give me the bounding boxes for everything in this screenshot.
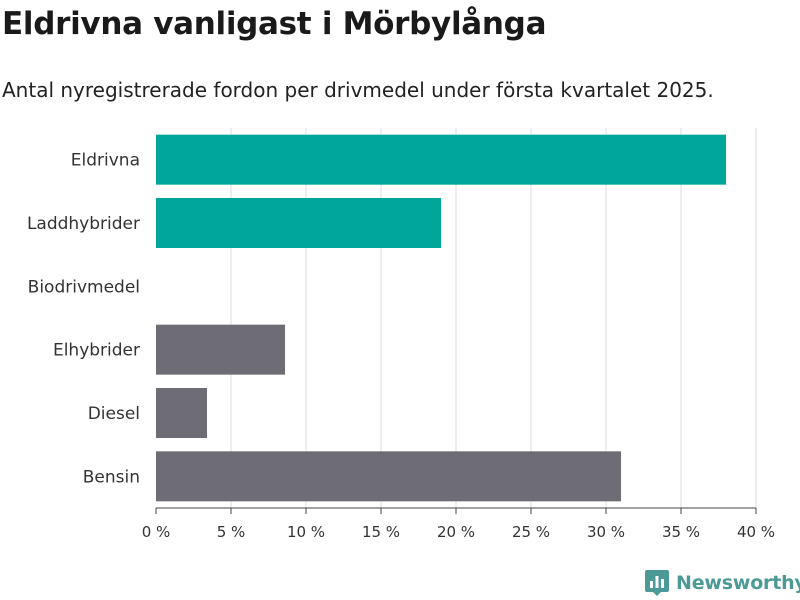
bar [156,198,441,248]
brand-logo: Newsworthy [644,568,800,598]
brand-name: Newsworthy [676,572,800,594]
x-tick-label: 0 % [142,523,171,541]
x-tick-label: 30 % [587,523,625,541]
gridlines [230,128,757,508]
x-tick-label: 40 % [737,523,775,541]
category-label: Bensin [83,467,140,487]
x-tick-label: 25 % [512,523,550,541]
bar [156,134,726,185]
bar [156,388,207,438]
x-tick-label: 15 % [362,523,400,541]
category-label: Elhybrider [53,341,140,361]
x-tick-label: 35 % [662,523,700,541]
bar [156,451,621,502]
category-label: Laddhybrider [27,214,140,234]
bar [156,324,285,375]
category-label: Eldrivna [71,151,140,171]
category-label: Biodrivmedel [28,277,140,297]
bars [156,134,726,502]
bar-chart-icon [645,570,669,596]
x-tick-label: 5 % [217,523,246,541]
x-axis: 0 % 5 % 10 % 15 % 20 % 25 % 30 % 35 % 40 % [142,507,775,541]
x-tick-label: 20 % [437,523,475,541]
x-tick-label: 10 % [287,523,325,541]
chart-title: Eldrivna vanligast i Mörbylånga [2,6,547,42]
category-labels: Eldrivna Laddhybrider Biodrivmedel Elhybrid… [27,151,140,488]
category-label: Diesel [88,404,140,424]
chart-subtitle: Antal nyregistrerade fordon per drivmede… [2,78,714,102]
